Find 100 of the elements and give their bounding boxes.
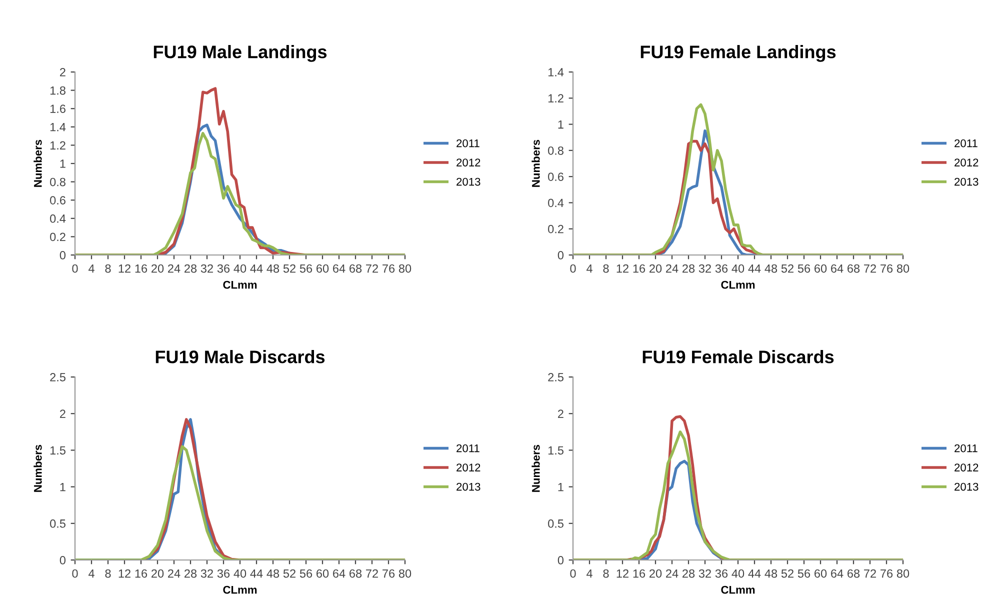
x-tick-label: 44 (748, 569, 761, 578)
y-tick-label: 2 (558, 410, 564, 418)
x-tick-label: 24 (168, 264, 180, 273)
x-tick-label: 36 (715, 264, 728, 273)
x-tick-label: 0 (72, 569, 78, 578)
x-tick-label: 48 (764, 569, 778, 578)
x-tick-label: 52 (283, 569, 296, 578)
x-tick-label: 24 (666, 264, 678, 273)
x-tick-label: 80 (896, 264, 910, 273)
x-tick-label: 76 (880, 264, 893, 273)
legend-label: 2011 (954, 444, 978, 452)
y-tick-label: 0.2 (50, 232, 66, 242)
x-tick-label: 4 (586, 569, 592, 578)
x-tick-label: 16 (135, 264, 148, 273)
y-tick-label: 0.5 (548, 519, 564, 528)
x-tick-label: 16 (633, 569, 646, 578)
x-tick-label: 72 (366, 264, 378, 273)
x-tick-label: 76 (880, 569, 893, 578)
y-tick-label: 0 (558, 556, 564, 564)
x-tick-label: 80 (896, 569, 910, 578)
legend-label: 2011 (954, 139, 978, 148)
legend-label: 2011 (456, 139, 480, 148)
y-tick-label: 1.2 (548, 94, 564, 102)
y-tick-label: 0.5 (50, 519, 66, 528)
x-tick-label: 20 (152, 264, 164, 273)
x-tick-label: 60 (814, 569, 827, 578)
y-tick-label: 2 (60, 410, 66, 418)
x-tick-label: 56 (798, 569, 810, 578)
x-tick-label: 64 (333, 264, 346, 273)
x-tick-label: 8 (105, 264, 111, 273)
x-tick-label: 44 (250, 264, 263, 273)
x-tick-label: 52 (781, 569, 794, 578)
y-tick-label: 1 (558, 120, 564, 129)
x-tick-label: 48 (266, 264, 280, 273)
x-tick-label: 28 (184, 569, 197, 578)
y-tick-label: 1.8 (50, 86, 66, 95)
y-axis-title: Numbers (34, 444, 42, 492)
x-tick-label: 76 (382, 569, 395, 578)
x-tick-label: 36 (715, 569, 728, 578)
x-tick-label: 20 (152, 569, 164, 578)
x-tick-label: 68 (350, 264, 362, 273)
y-tick-label: 0.8 (548, 146, 564, 155)
x-tick-label: 32 (200, 569, 213, 578)
y-tick-label: 1.5 (548, 446, 564, 455)
y-tick-label: 1.4 (548, 68, 564, 76)
y-tick-label: 0 (60, 556, 66, 564)
x-tick-label: 72 (864, 569, 876, 578)
x-tick-label: 64 (333, 569, 346, 578)
legend-label: 2012 (456, 464, 480, 472)
y-axis-title: Numbers (34, 140, 42, 187)
x-tick-label: 48 (764, 264, 778, 273)
chart-title: FU19 Male Landings (154, 45, 327, 62)
x-tick-label: 16 (135, 569, 148, 578)
x-tick-label: 56 (300, 264, 312, 273)
x-tick-label: 12 (118, 264, 130, 273)
legend-label: 2013 (456, 178, 480, 186)
legend-label: 2013 (954, 178, 978, 186)
legend-label: 2012 (954, 158, 978, 166)
x-tick-label: 68 (350, 569, 362, 578)
y-tick-label: 2.5 (50, 373, 66, 382)
y-tick-label: 0 (558, 251, 564, 260)
y-tick-label: 1.2 (50, 141, 66, 150)
x-tick-label: 52 (781, 264, 794, 273)
x-tick-label: 28 (682, 569, 695, 578)
x-tick-label: 32 (698, 264, 711, 273)
y-tick-label: 2.5 (548, 373, 564, 382)
x-tick-label: 20 (650, 264, 662, 273)
x-tick-label: 52 (283, 264, 296, 273)
x-tick-label: 4 (88, 264, 94, 273)
legend-label: 2012 (456, 158, 480, 166)
y-axis-title: Numbers (532, 140, 540, 187)
x-tick-label: 28 (682, 264, 695, 273)
x-tick-label: 72 (864, 264, 876, 273)
y-tick-label: 0.4 (548, 198, 564, 208)
x-axis-title: CLmm (721, 280, 755, 289)
y-tick-label: 0.4 (50, 214, 66, 223)
x-tick-label: 60 (814, 264, 827, 273)
x-tick-label: 64 (831, 264, 844, 273)
legend-label: 2012 (954, 464, 978, 472)
x-tick-label: 60 (316, 264, 329, 273)
x-tick-label: 12 (616, 569, 628, 578)
x-tick-label: 56 (300, 569, 312, 578)
x-axis-title: CLmm (223, 586, 257, 594)
x-tick-label: 20 (650, 569, 662, 578)
y-tick-label: 0.2 (548, 224, 564, 234)
x-tick-label: 48 (266, 569, 280, 578)
chart-title: FU19 Male Discards (156, 350, 325, 364)
legend-label: 2013 (456, 482, 480, 491)
y-tick-label: 1.6 (50, 104, 66, 113)
x-tick-label: 8 (603, 569, 609, 578)
y-tick-label: 1 (60, 160, 66, 168)
x-tick-label: 12 (118, 569, 130, 578)
x-tick-label: 40 (234, 264, 246, 273)
y-tick-label: 2 (60, 68, 66, 76)
x-tick-label: 68 (848, 569, 860, 578)
x-axis-title: CLmm (223, 280, 257, 289)
x-tick-label: 8 (105, 569, 111, 578)
legend-label: 2013 (954, 482, 978, 491)
x-tick-label: 40 (732, 569, 744, 578)
x-tick-label: 4 (586, 264, 592, 273)
